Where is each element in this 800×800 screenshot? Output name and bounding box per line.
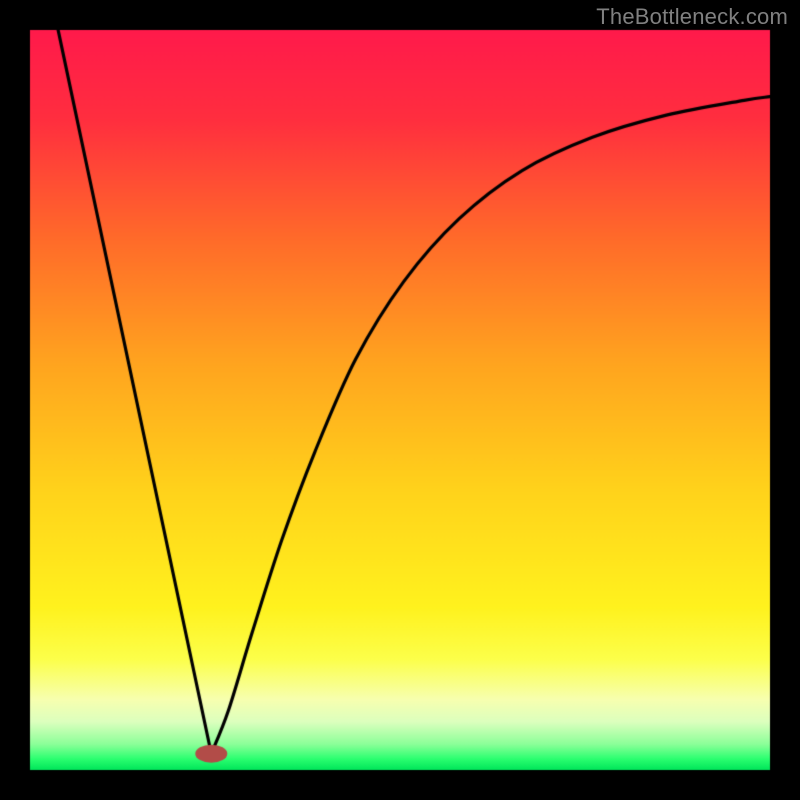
bottleneck-chart	[0, 0, 800, 800]
watermark-text: TheBottleneck.com	[596, 4, 788, 30]
